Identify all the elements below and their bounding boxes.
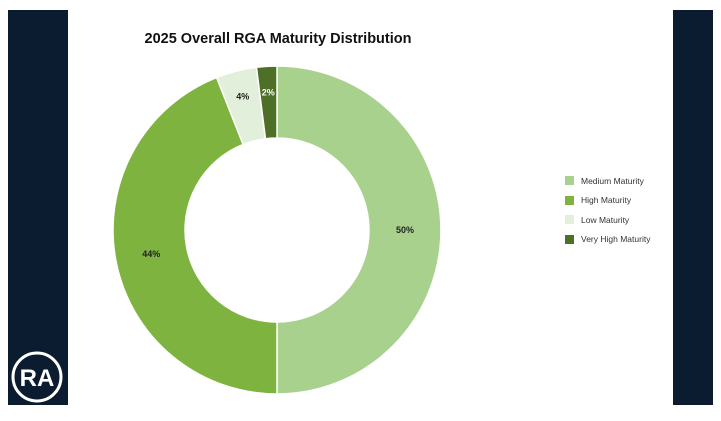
slice-high-maturity — [112, 76, 278, 395]
data-label-very-high-maturity: 2% — [262, 87, 275, 97]
legend-item-high-maturity: High Maturity — [565, 194, 650, 207]
slice-medium-maturity — [276, 65, 442, 395]
slice-very-high-maturity — [255, 65, 278, 140]
legend-item-low-maturity: Low Maturity — [565, 213, 650, 226]
legend-label: Very High Maturity — [581, 234, 651, 244]
ra-logo-icon: RA — [11, 351, 63, 403]
chart-title: 2025 Overall RGA Maturity Distribution — [144, 31, 412, 47]
chart-legend: Medium Maturity High Maturity Low Maturity… — [565, 174, 650, 252]
legend-swatch — [565, 195, 574, 205]
logo-letters: RA — [20, 365, 55, 392]
legend-label: Low Maturity — [581, 214, 630, 225]
legend-label: Medium Maturity — [581, 175, 644, 186]
legend-item-very-high-maturity: Very High Maturity — [565, 233, 650, 246]
legend-item-medium-maturity: Medium Maturity — [565, 174, 650, 187]
data-label-low-maturity: 4% — [236, 91, 249, 101]
legend-swatch — [565, 215, 574, 224]
legend-label: High Maturity — [581, 195, 632, 205]
data-label-medium-maturity: 50% — [396, 225, 414, 235]
left-brand-bar — [8, 10, 68, 405]
data-label-high-maturity: 44% — [142, 249, 160, 259]
right-brand-bar — [673, 10, 713, 405]
legend-swatch — [565, 234, 574, 244]
legend-swatch — [565, 176, 574, 185]
